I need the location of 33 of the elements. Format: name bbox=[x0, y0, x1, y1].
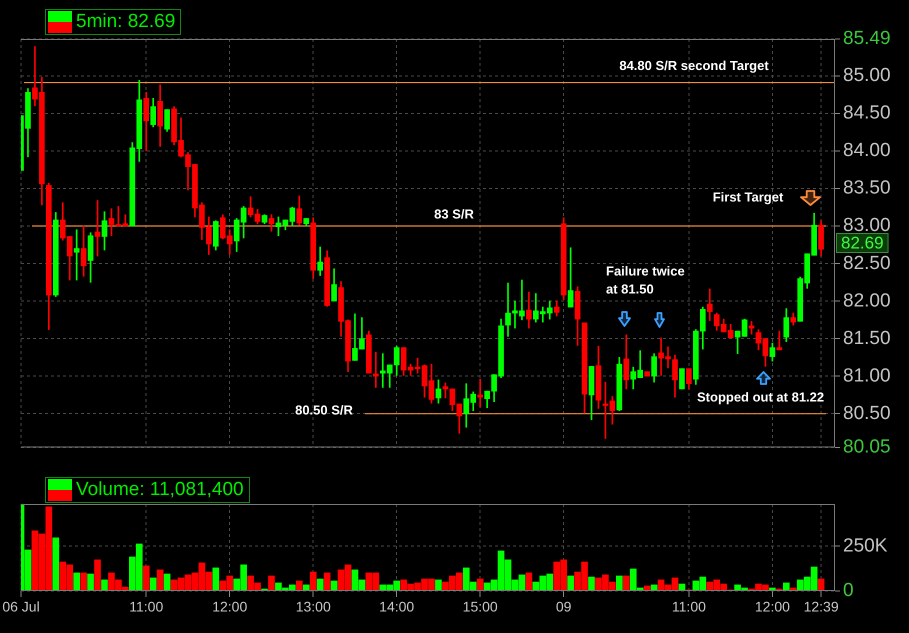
y-tick-label: 82.50 bbox=[843, 252, 891, 274]
y-tick-label: 81.50 bbox=[843, 328, 891, 349]
y-tick-label: 0 bbox=[843, 580, 854, 602]
y-tick-label: 84.50 bbox=[843, 102, 891, 124]
y-tick-label: 83.00 bbox=[843, 215, 891, 236]
ref-line-label: 80.50 S/R bbox=[295, 402, 354, 418]
y-tick-label: 250K bbox=[843, 535, 888, 556]
y-tick-label: 85.49 bbox=[843, 28, 891, 50]
x-tick-label: 11:00 bbox=[129, 598, 164, 614]
y-tick-label: 85.00 bbox=[843, 65, 891, 86]
ref-line-label: 83 S/R bbox=[434, 206, 474, 222]
y-tick-label: 84.00 bbox=[843, 140, 891, 162]
x-tick-label: 12:00 bbox=[754, 598, 790, 614]
chart-title: Volume: 11,081,400 bbox=[76, 479, 244, 501]
x-tick-label: 06 Jul bbox=[2, 598, 40, 614]
annotation: First Target bbox=[712, 190, 784, 205]
x-tick-label: 12:39 bbox=[804, 598, 839, 614]
chart-title: 5min: 82.69 bbox=[76, 11, 176, 33]
x-tick-label: 12:00 bbox=[212, 598, 248, 614]
x-tick-label: 11:00 bbox=[672, 598, 706, 614]
y-tick-label: 81.00 bbox=[843, 365, 891, 386]
x-tick-label: 14:00 bbox=[379, 598, 414, 614]
annotation: Stopped out at 81.22 bbox=[697, 390, 824, 405]
ref-line-label: 84.80 S/R second Target bbox=[619, 58, 770, 74]
annotation: Failure twice at 81.50 bbox=[606, 264, 685, 297]
text: 82.69 bbox=[841, 234, 884, 253]
x-tick-label: 09 bbox=[556, 598, 572, 614]
y-tick-label: 80.50 bbox=[843, 402, 891, 424]
y-tick-label: 80.05 bbox=[843, 436, 891, 458]
x-tick-label: 13:00 bbox=[296, 598, 331, 614]
y-tick-label: 83.50 bbox=[843, 178, 891, 199]
x-tick-label: 15:00 bbox=[462, 598, 498, 614]
y-tick-label: 82.00 bbox=[843, 290, 891, 312]
